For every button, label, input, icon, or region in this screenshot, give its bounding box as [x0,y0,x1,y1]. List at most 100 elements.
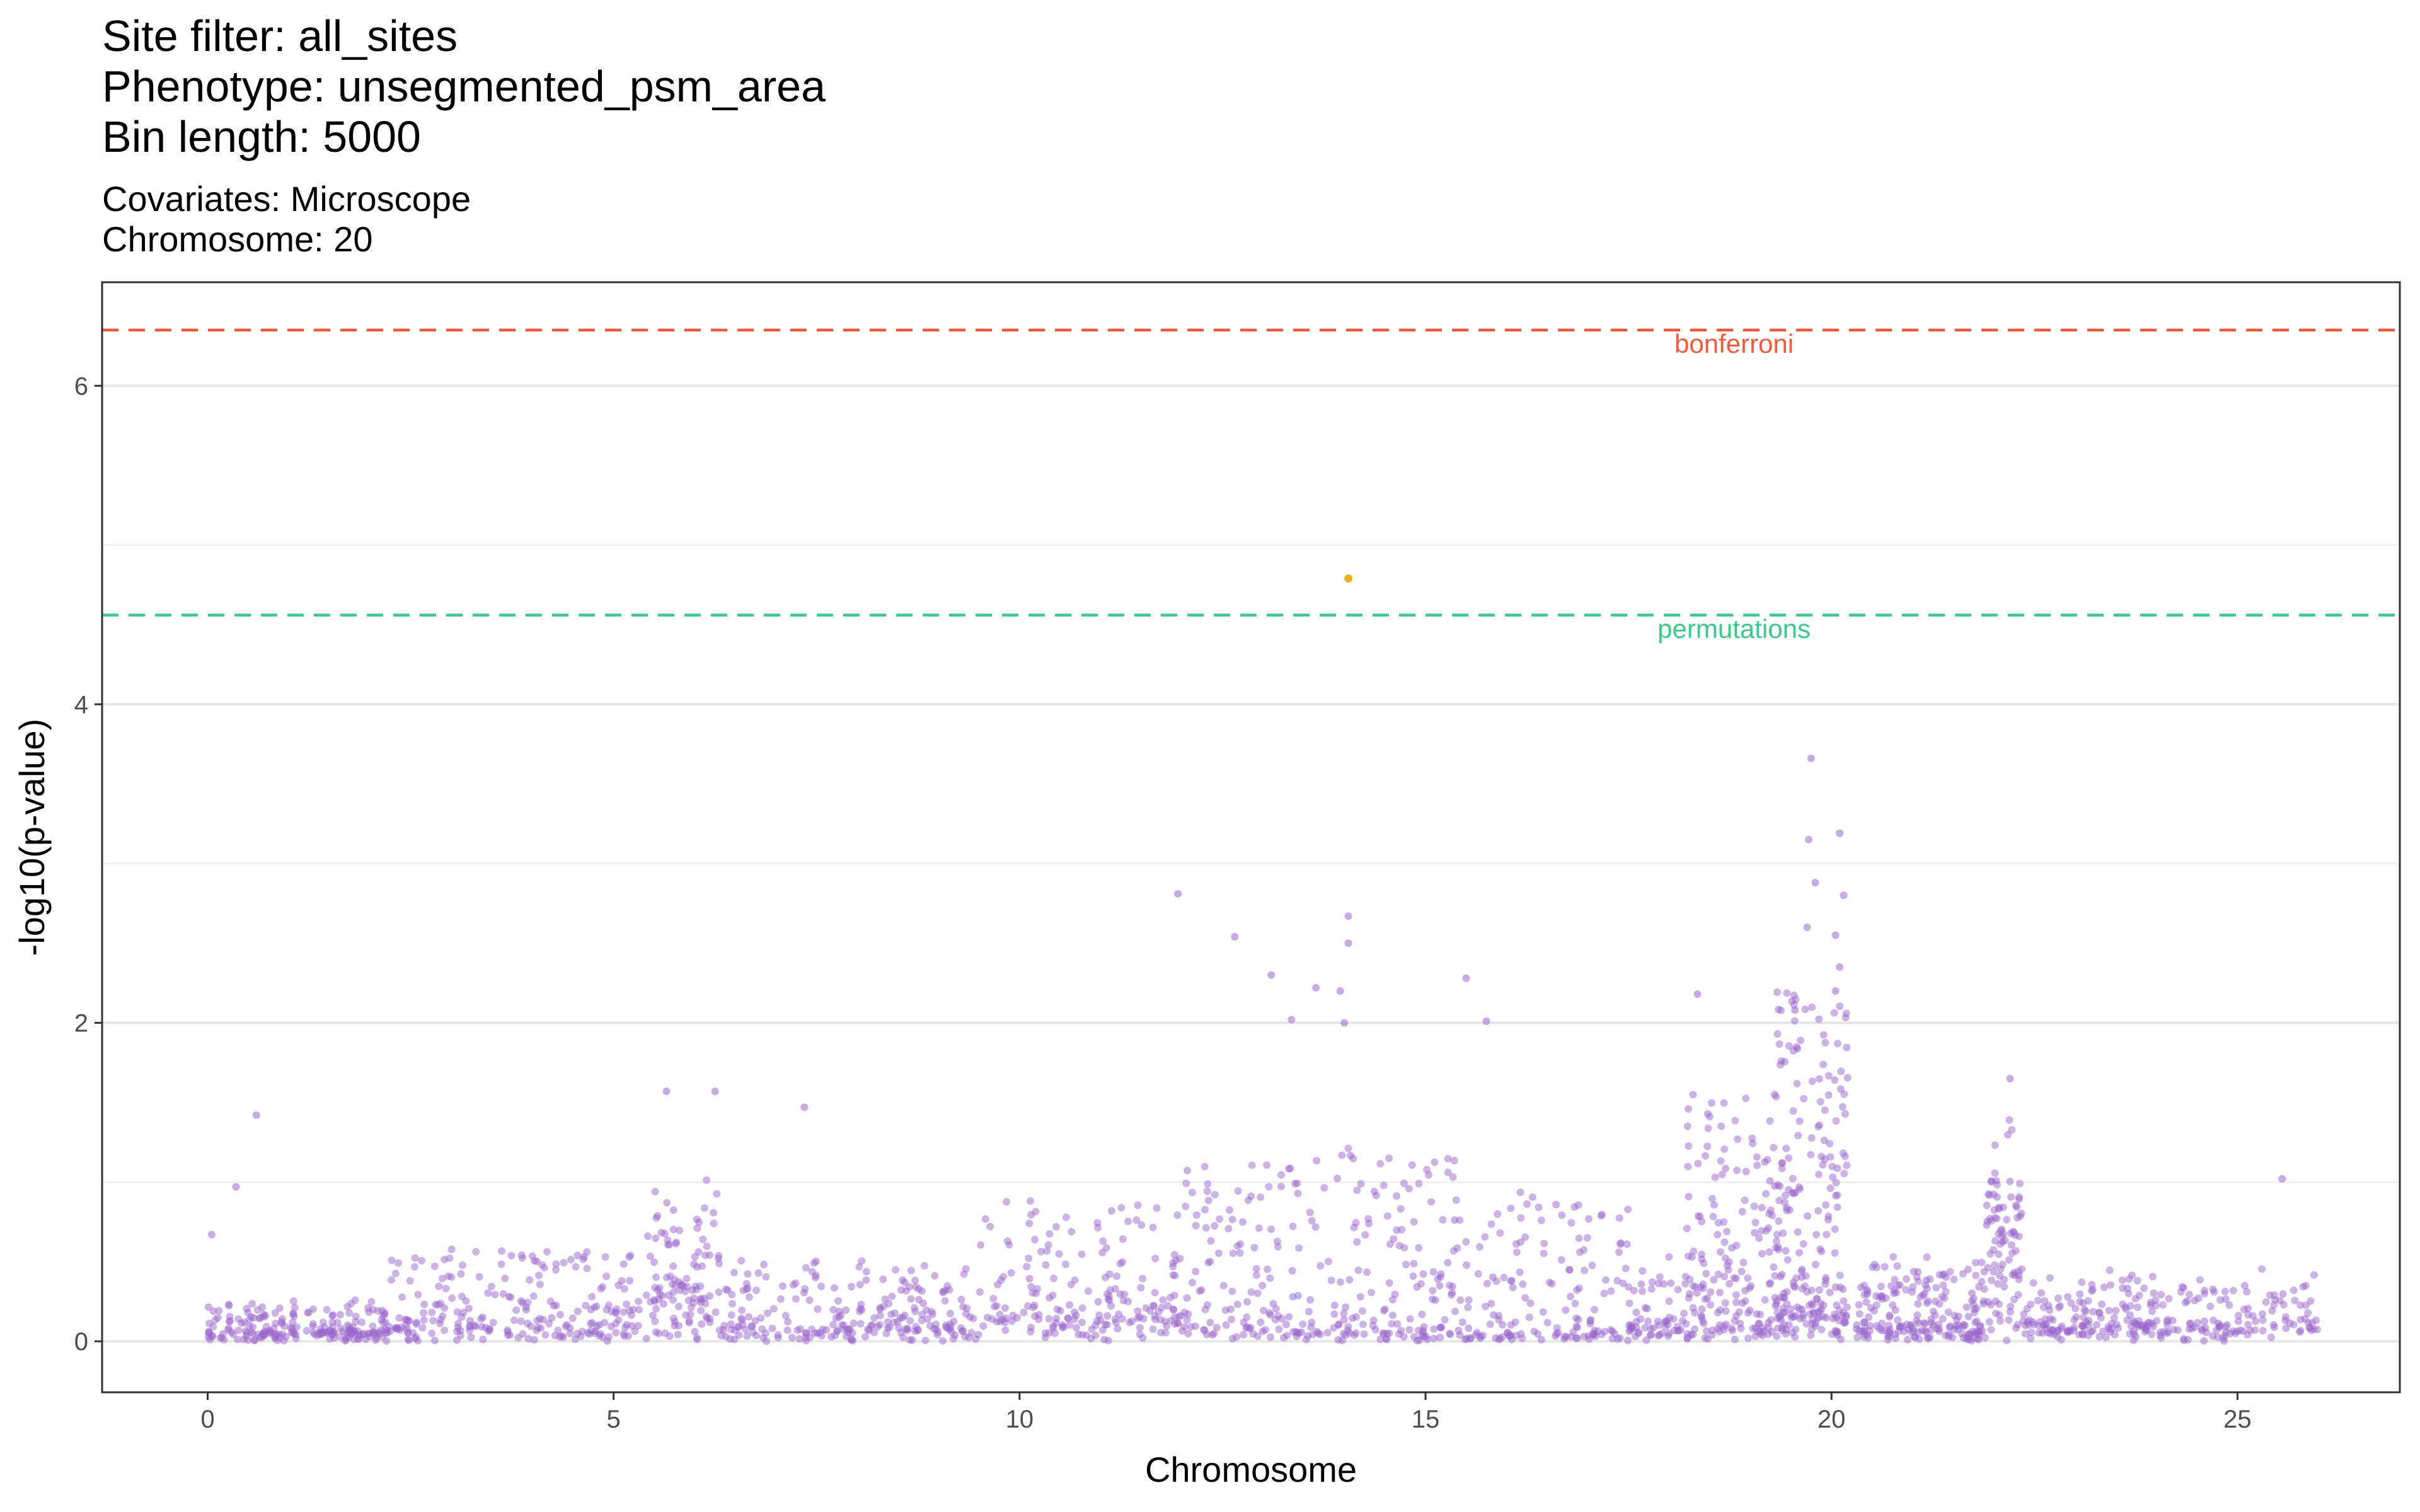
data-point [858,1257,866,1265]
data-point [2012,1247,2020,1255]
data-point [328,1318,337,1326]
data-point [757,1314,765,1322]
data-point [1864,1288,1872,1296]
data-point [1027,1324,1035,1332]
data-point [628,1322,636,1330]
data-point [430,1336,439,1344]
data-point [2056,1302,2064,1310]
data-point [1720,1273,1729,1281]
data-point [2150,1289,2158,1297]
data-point [1414,1326,1422,1334]
data-point [2064,1327,2072,1336]
data-point [1174,890,1182,898]
data-point [696,1282,705,1290]
data-point [969,1314,977,1322]
data-point [406,1277,414,1285]
data-point [1804,1212,1812,1220]
data-point [671,1276,679,1284]
data-point [1228,1287,1236,1295]
subtitle-line-2: Chromosome: 20 [102,219,373,259]
data-point [691,1327,699,1336]
data-point [414,1290,422,1298]
data-point [250,1314,258,1322]
data-point [1803,923,1811,931]
data-point [1682,1320,1690,1328]
data-point [1340,1315,1348,1324]
data-point [232,1183,240,1191]
data-point [1134,1307,1142,1315]
data-point [1693,990,1702,999]
data-point [2125,1275,2133,1283]
data-point [1887,1282,1895,1290]
data-point [1333,1174,1341,1183]
data-point [1482,1017,1490,1025]
data-point [1824,1091,1833,1099]
data-point [1723,1227,1731,1235]
data-point [1744,1274,1752,1282]
data-point [1685,1294,1693,1302]
data-point [585,1330,594,1338]
data-point [1757,1227,1765,1235]
data-point [1992,1177,2000,1185]
data-point [1608,1327,1616,1335]
data-point [2259,1327,2267,1335]
data-point [1631,1332,1639,1341]
data-point [899,1333,907,1341]
data-point [1259,1327,1267,1336]
data-point [1427,1198,1435,1206]
data-point [1688,1253,1696,1261]
data-point [1842,1313,1850,1321]
data-point [1064,1314,1073,1322]
title-line-1: Site filter: all_sites [102,11,458,60]
data-point [1649,1324,1657,1332]
data-point [438,1274,446,1283]
data-point [1838,1102,1847,1111]
data-point [1992,1309,2000,1317]
data-point [1862,1298,1870,1306]
data-point [1055,1250,1063,1258]
data-point [957,1324,965,1332]
data-point [402,1315,410,1324]
data-point [1983,1201,1991,1210]
data-point [1107,1302,1115,1310]
data-point [662,1087,671,1096]
data-point [686,1310,694,1319]
data-point [1961,1321,1969,1329]
data-point [1334,1336,1342,1344]
data-point [560,1259,568,1267]
data-point [1078,1304,1086,1312]
data-point [1289,1293,1297,1301]
data-point [2014,1320,2022,1329]
data-point [2308,1319,2316,1327]
data-point [391,1269,400,1278]
data-point [556,1310,564,1319]
data-point [1775,1217,1783,1225]
data-point [1969,1295,1978,1303]
data-point [1811,879,1819,887]
data-point [814,1305,822,1313]
data-point [676,1226,684,1234]
data-point [441,1304,448,1312]
data-point [1773,1332,1781,1340]
data-point [1773,1230,1782,1239]
data-point [897,1286,906,1294]
data-point [1499,1320,1507,1329]
data-point [802,1330,810,1338]
data-point [2188,1324,2196,1332]
data-point [807,1325,815,1333]
data-point [1305,1307,1313,1315]
data-point [1812,1230,1820,1239]
data-point [1794,1131,1802,1140]
data-point [1236,1249,1244,1257]
data-point [2157,1290,2165,1298]
data-point [393,1324,401,1332]
data-point [524,1334,533,1343]
data-point [1836,1271,1844,1280]
data-point [1534,1330,1542,1338]
data-point [857,1300,865,1309]
y-tick-label: 0 [74,1328,88,1356]
data-point [1766,1177,1774,1185]
data-point [2006,1074,2014,1082]
data-point [1770,1143,1778,1152]
data-point [2041,1315,2049,1323]
